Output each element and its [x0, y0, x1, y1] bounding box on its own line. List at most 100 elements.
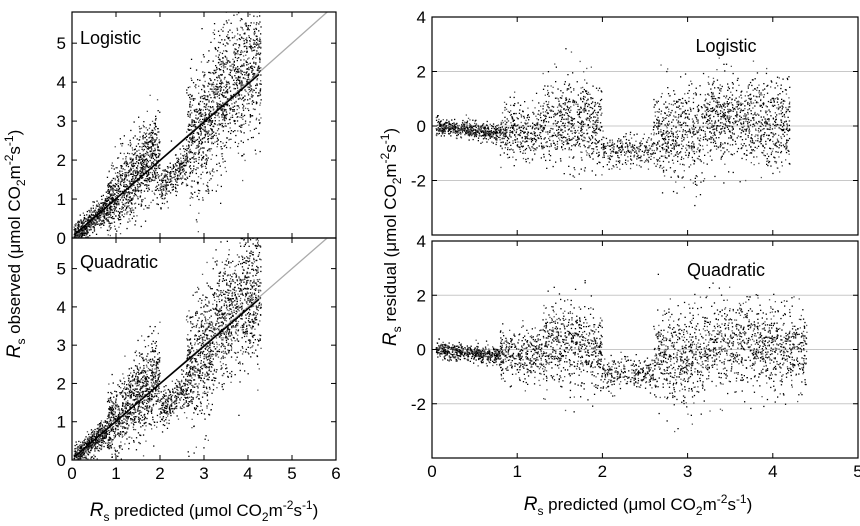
scatter-point	[114, 193, 116, 195]
scatter-point	[150, 381, 152, 384]
scatter-point	[176, 177, 178, 180]
scatter-point	[147, 187, 149, 189]
scatter-point	[202, 84, 204, 86]
scatter-point	[97, 449, 99, 452]
scatter-point	[210, 120, 212, 122]
scatter-point	[217, 41, 220, 43]
scatter-point	[190, 58, 193, 60]
scatter-point	[170, 414, 172, 417]
scatter-point	[211, 170, 213, 172]
scatter-point	[125, 184, 127, 186]
scatter-point	[114, 406, 116, 408]
scatter-point	[215, 48, 217, 51]
scatter-point	[85, 455, 87, 457]
scatter-point	[193, 152, 196, 154]
scatter-point	[124, 386, 126, 388]
scatter-point	[199, 126, 201, 128]
scatter-point	[172, 167, 174, 169]
scatter-point	[207, 140, 209, 142]
scatter-point	[121, 382, 123, 385]
scatter-point	[226, 81, 228, 83]
scatter-point	[235, 53, 237, 55]
scatter-point	[204, 112, 206, 114]
scatter-point	[106, 208, 109, 210]
scatter-point	[76, 449, 79, 451]
scatter-point	[121, 436, 123, 438]
scatter-point	[110, 209, 112, 211]
scatter-point	[206, 371, 208, 373]
scatter-point	[206, 171, 209, 173]
scatter-point	[100, 227, 102, 229]
scatter-point	[257, 65, 260, 68]
scatter-point	[234, 130, 236, 132]
scatter-point	[179, 173, 182, 175]
scatter-point	[207, 374, 209, 376]
scatter-point	[223, 119, 225, 121]
scatter-point	[222, 102, 224, 104]
scatter-point	[129, 384, 131, 386]
scatter-point	[107, 185, 109, 187]
scatter-point	[239, 82, 241, 84]
scatter-point	[246, 61, 248, 64]
scatter-point	[184, 173, 186, 175]
scatter-point	[162, 194, 164, 196]
scatter-point	[76, 455, 79, 458]
scatter-point	[132, 426, 134, 428]
scatter-point	[182, 405, 184, 407]
scatter-point	[151, 395, 153, 398]
scatter-point	[98, 426, 101, 428]
scatter-point	[113, 194, 115, 196]
scatter-point	[191, 399, 193, 401]
scatter-point	[93, 223, 95, 225]
scatter-point	[103, 213, 105, 215]
scatter-point	[132, 399, 134, 401]
scatter-point	[190, 109, 192, 112]
scatter-point	[218, 123, 220, 125]
scatter-point	[256, 50, 258, 52]
scatter-point	[103, 215, 105, 217]
scatter-point	[253, 56, 255, 58]
scatter-point	[143, 121, 145, 123]
scatter-point	[186, 177, 189, 179]
scatter-point	[189, 86, 191, 88]
scatter-point	[127, 417, 129, 419]
scatter-point	[186, 145, 188, 147]
scatter-point	[90, 213, 93, 215]
scatter-point	[150, 154, 152, 156]
plot-area	[72, 238, 328, 460]
scatter-point	[164, 389, 166, 391]
scatter-point	[223, 95, 225, 97]
scatter-point	[207, 141, 209, 143]
scatter-point	[129, 182, 131, 184]
scatter-point	[101, 220, 103, 223]
scatter-point	[82, 442, 84, 444]
scatter-point	[74, 231, 76, 234]
plot-area	[72, 12, 328, 238]
scatter-point	[83, 219, 85, 221]
scatter-point	[158, 380, 161, 382]
scatter-point	[172, 390, 174, 392]
scatter-point	[133, 392, 135, 394]
scatter-point	[217, 128, 220, 130]
scatter-point	[108, 201, 111, 203]
scatter-point	[169, 174, 171, 176]
scatter-point	[87, 458, 89, 460]
scatter-point	[255, 127, 257, 129]
scatter-point	[255, 35, 257, 37]
scatter-point	[237, 90, 239, 92]
scatter-point	[77, 220, 79, 222]
scatter-point	[179, 169, 181, 171]
scatter-point	[94, 224, 96, 226]
scatter-point	[157, 366, 159, 369]
scatter-point	[143, 148, 145, 151]
scatter-point	[122, 199, 124, 201]
scatter-point	[87, 229, 89, 231]
scatter-point	[112, 189, 114, 191]
scatter-point	[145, 184, 147, 186]
scatter-point	[109, 209, 111, 211]
scatter-point	[111, 187, 113, 189]
scatter-point	[136, 367, 138, 369]
scatter-point	[228, 60, 230, 62]
scatter-point	[204, 119, 206, 121]
scatter-point	[204, 373, 206, 375]
